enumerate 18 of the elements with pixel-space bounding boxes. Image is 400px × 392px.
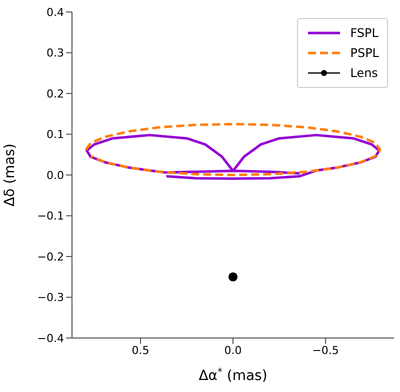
legend-label: Lens [350,66,378,80]
legend-label: PSPL [350,46,379,60]
x-tick-label: 0.5 [132,344,150,357]
y-tick-label: 0.2 [46,87,64,100]
y-tick-label: −0.3 [37,291,64,304]
y-tick-label: −0.2 [37,250,64,264]
y-tick-label: −0.1 [37,210,64,223]
legend-label: FSPL [350,26,378,40]
y-tick-label: −0.4 [37,332,64,345]
y-tick-label: 0.0 [46,168,64,182]
x-tick-label: 0.0 [224,344,242,357]
y-axis-title: Δδ (mas) [2,143,18,207]
x-tick-label: −0.5 [312,344,339,357]
y-tick-label: 0.1 [46,128,64,142]
x-axis-title: Δα$^{*}$ (mas) [198,366,268,384]
line-series [84,122,382,176]
y-tick-label: 0.3 [46,46,64,60]
y-tick-label: 0.4 [46,6,64,19]
